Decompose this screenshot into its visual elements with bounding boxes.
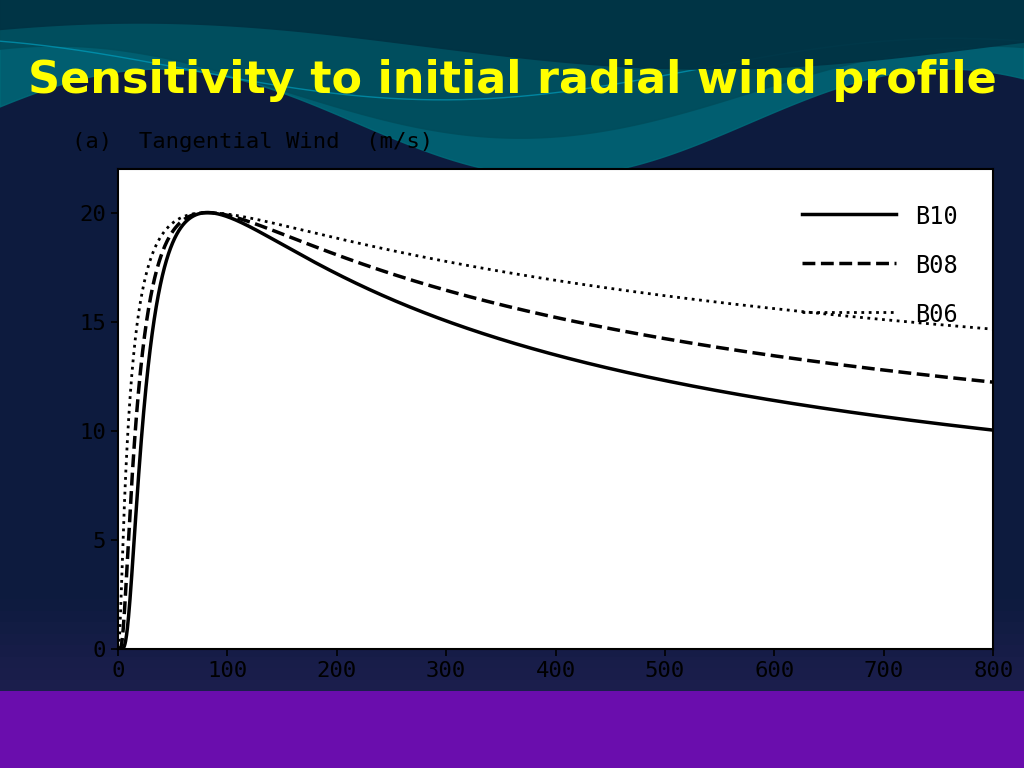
B06 (264, 218, 276, 227)
Bar (0, 622, 1024, 634)
B08 (447, 288, 460, 297)
Legend: B10, B08, B06: B10, B08, B06 (778, 180, 981, 350)
B08 (212, 209, 224, 218)
B08 (113, 644, 125, 654)
B10 (970, 424, 982, 433)
B10 (113, 644, 125, 654)
B06 (212, 208, 224, 217)
Line: B08: B08 (119, 213, 993, 649)
B08 (202, 208, 214, 217)
B06 (876, 315, 888, 324)
B08 (970, 376, 982, 385)
B06 (486, 265, 499, 274)
Bar (0, 645, 1024, 657)
B10 (876, 412, 888, 421)
Bar (0, 657, 1024, 668)
Text: Sensitivity to initial radial wind profile: Sensitivity to initial radial wind profi… (28, 59, 996, 102)
Text: (a)  Tangential Wind  (m/s): (a) Tangential Wind (m/s) (72, 132, 433, 152)
Bar (0, 599, 1024, 611)
Line: B10: B10 (119, 213, 993, 649)
Bar (0, 680, 1024, 691)
B06 (202, 208, 214, 217)
B06 (113, 644, 125, 654)
B10 (212, 210, 224, 219)
Bar (0, 668, 1024, 680)
B06 (447, 258, 460, 267)
B10 (486, 332, 499, 341)
B08 (486, 298, 499, 307)
B10 (447, 319, 460, 329)
B08 (264, 225, 276, 234)
Bar (0, 611, 1024, 622)
B06 (970, 323, 982, 333)
B06 (987, 325, 999, 334)
B10 (264, 233, 276, 243)
Bar (0, 691, 1024, 768)
B08 (987, 378, 999, 387)
B08 (876, 366, 888, 375)
B10 (202, 208, 214, 217)
Line: B06: B06 (119, 213, 993, 649)
B10 (987, 425, 999, 435)
Bar (0, 634, 1024, 645)
